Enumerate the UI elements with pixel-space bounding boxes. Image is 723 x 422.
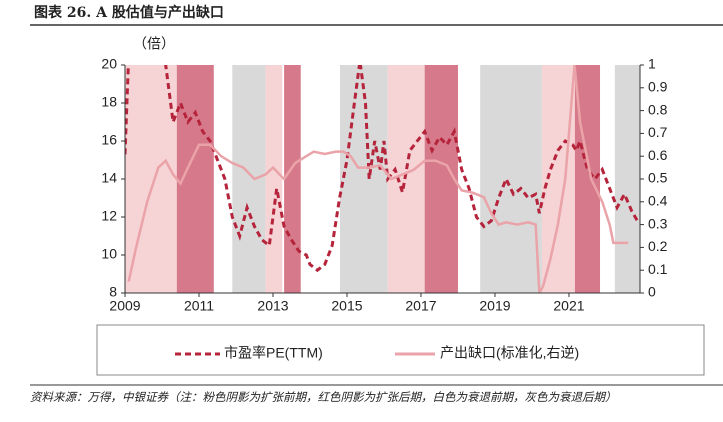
legend-label: 产出缺口(标准化,右逆) (440, 345, 579, 361)
shade-region (339, 65, 388, 293)
y-tick-label: 20 (101, 56, 117, 72)
y-tick-label: 12 (101, 208, 117, 224)
x-tick-label: 2021 (553, 298, 584, 314)
y2-tick-label: 0.7 (648, 124, 668, 140)
series-line (127, 65, 629, 293)
y-tick-label: 8 (109, 284, 117, 300)
x-tick-label: 2015 (331, 298, 362, 314)
y2-tick-label: 0.8 (648, 101, 668, 117)
y-tick-label: 16 (101, 132, 117, 148)
shade-region (424, 65, 458, 293)
source: 资料来源：万得，中银证券（注：粉色阴影为扩张前期，红色阴影为扩张后期，白色为衰退… (30, 390, 617, 404)
shading (125, 65, 640, 293)
shade-region (284, 65, 301, 293)
shade-region (480, 65, 542, 293)
x-tick-label: 2011 (184, 298, 214, 314)
shade-region (265, 65, 283, 293)
y-tick-label: 10 (101, 246, 117, 262)
legend-label: 市盈率PE(TTM) (224, 345, 323, 361)
x-tick-label: 2017 (405, 298, 436, 314)
legend-box (96, 324, 705, 376)
plot (125, 65, 639, 293)
y-axis-label: （倍） (133, 36, 175, 52)
y2-tick-label: 0.4 (648, 193, 668, 209)
x-tick-label: 2013 (257, 298, 288, 314)
shade-region (541, 65, 575, 293)
y2-tick-label: 1 (648, 56, 656, 72)
y2-tick-label: 0.6 (648, 147, 668, 163)
shade-region (232, 65, 266, 293)
y2-tick-label: 0.5 (648, 170, 668, 186)
y2-tick-label: 0.9 (648, 79, 668, 95)
y2-tick-label: 0.3 (648, 215, 668, 231)
y-tick-label: 18 (101, 94, 117, 110)
series-line (125, 65, 639, 273)
y-tick-label: 14 (101, 170, 117, 186)
title: 图表 26. A 股估值与产出缺口 (34, 4, 224, 21)
shade-region (614, 65, 640, 293)
x-tick-label: 2009 (109, 298, 140, 314)
axes: 8 10 12 14 16 18 20 0 0.1 0.2 0.3 0.4 0.5 0.6 0.7 0.8 0.… (101, 56, 667, 314)
x-tick-label: 2019 (479, 298, 510, 314)
y2-tick-label: 0 (648, 284, 656, 300)
y2-tick-label: 0.2 (648, 238, 668, 254)
y2-tick-label: 0.1 (648, 261, 668, 277)
